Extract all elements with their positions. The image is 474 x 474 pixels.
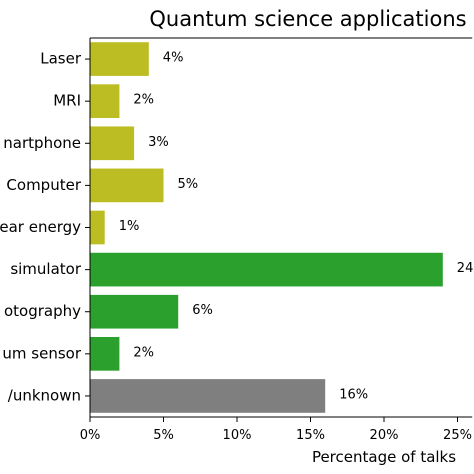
bar-8 <box>90 379 326 413</box>
bar-1 <box>90 84 120 119</box>
x-tick-label-1: 5% <box>153 428 174 443</box>
x-tick-label-5: 25% <box>443 428 472 443</box>
category-label-1: MRI <box>53 92 81 110</box>
data-label-8: 16% <box>339 387 368 402</box>
x-tick-label-4: 20% <box>370 428 399 443</box>
bars-layer: 4% 2% 3% 5% 1% 24% 6% 2% 16% <box>90 42 474 413</box>
category-label-5: simulator <box>10 260 82 278</box>
x-axis-label: Percentage of talks <box>312 448 456 466</box>
data-label-4: 1% <box>119 219 140 234</box>
x-tick-label-2: 10% <box>223 428 252 443</box>
bar-4 <box>90 210 105 245</box>
category-label-7: um sensor <box>2 344 81 362</box>
bar-3 <box>90 168 164 203</box>
axes-layer: Laser MRI nartphone Computer ear energy simul… <box>0 37 473 443</box>
bar-2 <box>90 126 135 161</box>
data-label-0: 4% <box>163 51 184 66</box>
category-label-6: otography <box>4 302 81 320</box>
bar-5 <box>90 252 443 287</box>
bar-6 <box>90 294 179 329</box>
data-label-6: 6% <box>192 303 213 318</box>
data-label-1: 2% <box>133 93 154 108</box>
data-label-5: 24% <box>457 261 474 276</box>
category-label-4: ear energy <box>0 218 81 236</box>
category-label-0: Laser <box>40 50 82 68</box>
category-label-3: Computer <box>6 176 81 194</box>
data-label-7: 2% <box>133 345 154 360</box>
data-label-2: 3% <box>148 135 169 150</box>
bar-0 <box>90 42 149 76</box>
category-label-2: nartphone <box>3 134 81 152</box>
bar-7 <box>90 336 120 371</box>
x-tick-label-0: 0% <box>80 428 101 443</box>
category-label-8: /unknown <box>8 386 81 404</box>
data-label-3: 5% <box>178 177 199 192</box>
chart-title: Quantum science applications <box>149 7 466 31</box>
x-tick-label-3: 15% <box>296 428 325 443</box>
